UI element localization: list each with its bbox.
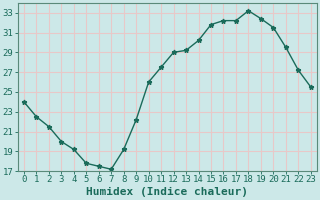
X-axis label: Humidex (Indice chaleur): Humidex (Indice chaleur) [86,187,248,197]
